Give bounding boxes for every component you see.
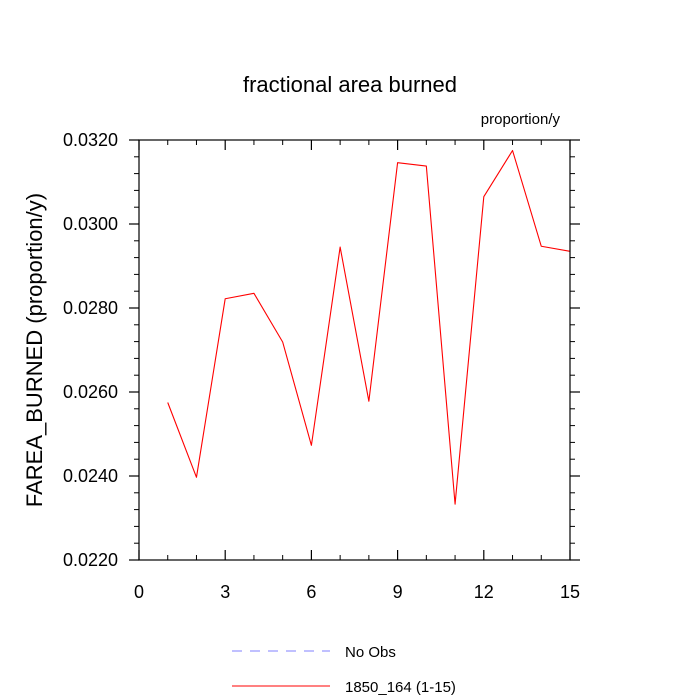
x-tick-label: 0	[134, 582, 144, 602]
axis-ticks	[129, 139, 580, 561]
y-axis-label: FAREA_BURNED (proportion/y)	[22, 193, 47, 507]
legend-label-no-obs: No Obs	[345, 644, 396, 661]
y-tick-label: 0.0320	[63, 130, 118, 150]
y-tick-label: 0.0280	[63, 298, 118, 318]
legend: No Obs 1850_164 (1-15)	[232, 644, 456, 696]
chart-title: fractional area burned	[243, 72, 457, 97]
plot-frame	[138, 139, 571, 561]
legend-label-series: 1850_164 (1-15)	[345, 679, 456, 696]
x-tick-label: 6	[306, 582, 316, 602]
x-tick-label: 15	[560, 582, 580, 602]
x-tick-label: 3	[220, 582, 230, 602]
series-line	[167, 149, 571, 505]
y-tick-label: 0.0300	[63, 214, 118, 234]
x-tick-label: 12	[474, 582, 494, 602]
y-tick-label: 0.0260	[63, 382, 118, 402]
x-tick-label: 9	[393, 582, 403, 602]
units-label: proportion/y	[481, 111, 561, 128]
series-group	[167, 149, 571, 505]
axis-tick-labels: 0 3 6 9 12 15 0.0220 0.0240 0.0260 0.0280 0.0300 0.…	[63, 130, 580, 602]
y-tick-label: 0.0220	[63, 550, 118, 570]
y-tick-label: 0.0240	[63, 466, 118, 486]
